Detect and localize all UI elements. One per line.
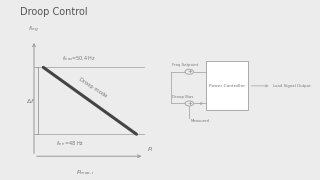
Text: $f_{reg}$: $f_{reg}$ [28,25,40,35]
Text: $f_{min}$=48 Hz: $f_{min}$=48 Hz [56,140,84,148]
Text: Measured: Measured [191,119,210,123]
Text: Load Signal Output: Load Signal Output [273,84,311,88]
Text: Droop Bias: Droop Bias [172,95,194,99]
Text: Power Controller: Power Controller [209,84,245,88]
FancyBboxPatch shape [206,61,248,111]
Text: Droop mode: Droop mode [78,77,108,99]
Text: $P_{max,i}$: $P_{max,i}$ [76,168,95,177]
Text: $\Delta f$: $\Delta f$ [26,97,35,105]
Text: +: + [187,69,192,74]
Text: Droop Control: Droop Control [20,7,88,17]
Text: Freq Setpoint: Freq Setpoint [172,63,198,67]
Text: +: + [187,101,192,106]
Text: $P_i$: $P_i$ [148,145,154,154]
Text: $f_{max}$=50.4 Hz: $f_{max}$=50.4 Hz [62,54,96,63]
